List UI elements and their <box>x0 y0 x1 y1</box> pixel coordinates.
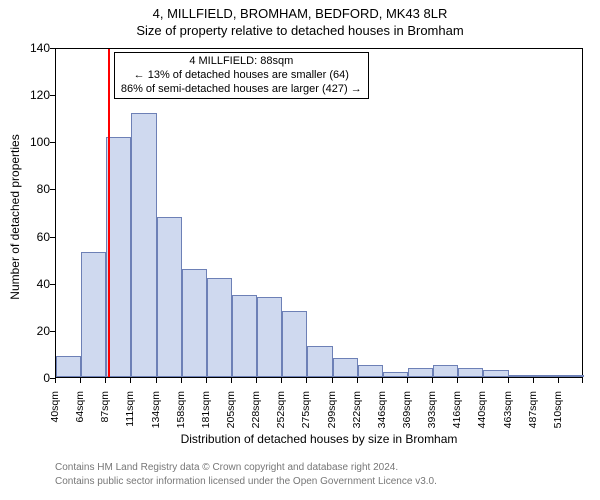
x-tick-mark <box>55 378 56 383</box>
y-tick-mark <box>50 48 55 49</box>
x-tick-mark <box>306 378 307 383</box>
page-title: 4, MILLFIELD, BROMHAM, BEDFORD, MK43 8LR <box>0 0 600 21</box>
x-tick-label: 252sqm <box>275 391 287 441</box>
y-tick-mark <box>50 237 55 238</box>
y-tick-mark <box>50 142 55 143</box>
annotation-line: 4 MILLFIELD: 88sqm <box>121 55 362 69</box>
reference-line <box>108 49 110 377</box>
histogram-bar <box>232 295 257 378</box>
x-tick-mark <box>432 378 433 383</box>
x-tick-label: 322sqm <box>351 391 363 441</box>
x-tick-mark <box>357 378 358 383</box>
x-tick-label: 134sqm <box>150 391 162 441</box>
histogram-bar <box>408 368 433 377</box>
histogram-bar <box>509 375 534 377</box>
y-tick-label: 80 <box>37 182 50 196</box>
histogram-bar <box>433 365 458 377</box>
x-tick-mark <box>558 378 559 383</box>
histogram-bar <box>559 375 584 377</box>
x-tick-label: 369sqm <box>401 391 413 441</box>
y-tick-label: 120 <box>30 88 50 102</box>
histogram-bar <box>458 368 483 377</box>
histogram-bar <box>131 113 156 377</box>
histogram-bar <box>56 356 81 377</box>
x-tick-label: 510sqm <box>552 391 564 441</box>
y-tick-mark <box>50 189 55 190</box>
x-tick-label: 64sqm <box>74 391 86 441</box>
x-tick-mark <box>231 378 232 383</box>
x-tick-label: 205sqm <box>225 391 237 441</box>
y-tick-mark <box>50 95 55 96</box>
x-tick-label: 111sqm <box>124 391 136 441</box>
y-tick-mark <box>50 284 55 285</box>
x-tick-mark <box>156 378 157 383</box>
x-tick-mark <box>382 378 383 383</box>
x-tick-mark <box>130 378 131 383</box>
y-tick-mark <box>50 331 55 332</box>
y-tick-label: 140 <box>30 41 50 55</box>
annotation-line: 86% of semi-detached houses are larger (… <box>121 83 362 97</box>
x-tick-label: 40sqm <box>49 391 61 441</box>
histogram-bar <box>307 346 332 377</box>
page-subtitle: Size of property relative to detached ho… <box>0 23 600 38</box>
x-tick-label: 346sqm <box>376 391 388 441</box>
x-tick-mark <box>582 378 583 383</box>
histogram-bar <box>207 278 232 377</box>
x-tick-mark <box>80 378 81 383</box>
x-tick-label: 487sqm <box>527 391 539 441</box>
x-tick-label: 440sqm <box>476 391 488 441</box>
histogram-bar <box>257 297 282 377</box>
x-tick-mark <box>281 378 282 383</box>
annotation-line: ← 13% of detached houses are smaller (64… <box>121 69 362 83</box>
x-tick-mark <box>105 378 106 383</box>
x-tick-label: 181sqm <box>200 391 212 441</box>
y-tick-label: 100 <box>30 135 50 149</box>
x-tick-label: 299sqm <box>326 391 338 441</box>
histogram-bar <box>383 372 408 377</box>
x-tick-label: 158sqm <box>175 391 187 441</box>
histogram-chart: 4 MILLFIELD: 88sqm← 13% of detached hous… <box>55 48 583 378</box>
histogram-bar <box>106 137 131 377</box>
histogram-bar <box>182 269 207 377</box>
histogram-bar <box>534 375 559 377</box>
x-tick-mark <box>206 378 207 383</box>
x-tick-mark <box>256 378 257 383</box>
x-tick-label: 393sqm <box>426 391 438 441</box>
x-tick-label: 228sqm <box>250 391 262 441</box>
histogram-bar <box>157 217 182 377</box>
x-tick-label: 275sqm <box>300 391 312 441</box>
y-tick-label: 60 <box>37 230 50 244</box>
x-tick-label: 416sqm <box>451 391 463 441</box>
x-tick-mark <box>482 378 483 383</box>
footer-copyright-2: Contains public sector information licen… <box>55 476 437 487</box>
y-tick-label: 20 <box>37 324 50 338</box>
y-axis-title: Number of detached properties <box>8 127 22 307</box>
histogram-bar <box>333 358 358 377</box>
x-tick-label: 463sqm <box>502 391 514 441</box>
x-tick-mark <box>533 378 534 383</box>
x-tick-label: 87sqm <box>99 391 111 441</box>
x-tick-mark <box>508 378 509 383</box>
x-tick-mark <box>457 378 458 383</box>
annotation-box: 4 MILLFIELD: 88sqm← 13% of detached hous… <box>114 52 369 99</box>
histogram-bar <box>358 365 383 377</box>
histogram-bar <box>483 370 508 377</box>
y-tick-label: 0 <box>43 371 50 385</box>
footer-copyright-1: Contains HM Land Registry data © Crown c… <box>55 462 398 473</box>
x-tick-mark <box>407 378 408 383</box>
x-tick-mark <box>332 378 333 383</box>
y-tick-label: 40 <box>37 277 50 291</box>
x-tick-mark <box>181 378 182 383</box>
histogram-bar <box>81 252 106 377</box>
histogram-bar <box>282 311 307 377</box>
